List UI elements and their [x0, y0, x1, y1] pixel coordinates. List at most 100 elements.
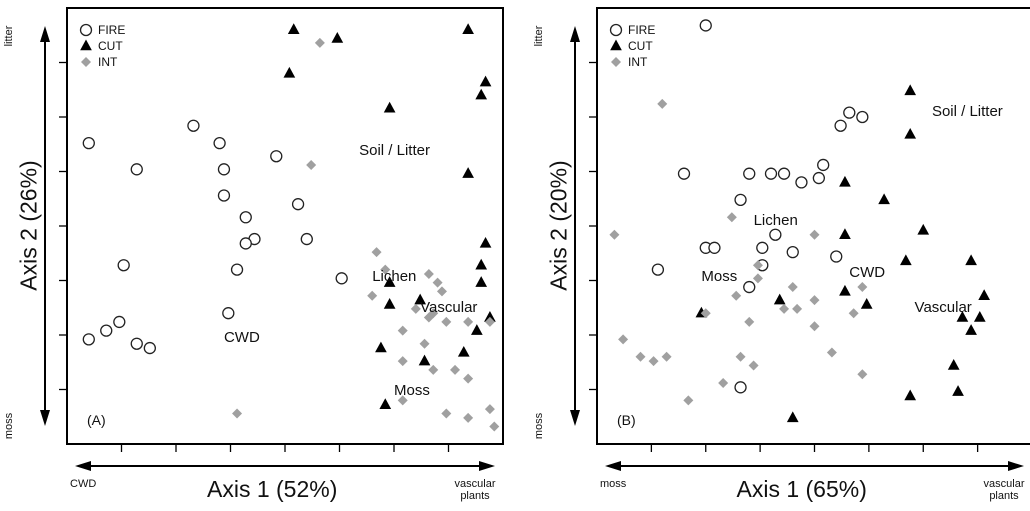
point-cut-4: [839, 228, 851, 239]
point-fire-8: [187, 119, 200, 132]
panel-label: (A): [87, 412, 106, 428]
point-int-6: [432, 277, 443, 288]
point-int-4: [367, 290, 378, 301]
legend-symbol: [611, 57, 621, 67]
point-int-10: [397, 325, 408, 336]
point-cut-4: [462, 23, 474, 35]
point-fire-6: [130, 337, 143, 350]
point-int-5: [752, 273, 763, 284]
legend-symbol: [81, 57, 91, 67]
point-int-8: [779, 303, 790, 314]
point-int-23: [857, 369, 868, 380]
point-cut-19: [379, 398, 392, 409]
point-cut-17: [904, 389, 917, 401]
point-fire-0: [82, 137, 95, 150]
x-axis-title: Axis 1 (52%): [207, 476, 338, 502]
point-int-3: [809, 229, 820, 240]
point-cut-15: [965, 324, 977, 335]
annotation-cwd: CWD: [223, 329, 260, 347]
point-cut-6: [479, 75, 492, 87]
point-int-19: [463, 373, 474, 384]
point-cut-9: [860, 297, 873, 309]
point-int-16: [635, 351, 646, 362]
point-int-6: [787, 282, 798, 293]
point-fire-15: [230, 263, 244, 276]
point-int-13: [463, 316, 474, 327]
point-int-20: [735, 351, 746, 362]
point-cut-18: [952, 385, 964, 396]
point-int-23: [484, 404, 495, 415]
point-fire-14: [239, 237, 252, 250]
point-cut-15: [470, 324, 483, 335]
point-fire-14: [708, 241, 721, 254]
point-fire-19: [830, 250, 843, 263]
legend-symbol: [80, 39, 92, 51]
legend-marker-int: [81, 57, 91, 67]
x-arrow-left-head: [75, 461, 91, 471]
point-int-19: [700, 308, 711, 319]
point-cut-12: [978, 289, 990, 300]
point-fire-19: [222, 307, 235, 320]
point-int-7: [436, 286, 447, 297]
point-fire-5: [113, 315, 126, 329]
legend-item-cut: CUT: [609, 38, 655, 54]
legend-symbol: [79, 23, 93, 37]
y-axis-bottom-end-label: moss: [533, 412, 545, 440]
point-cut-5: [917, 223, 930, 235]
point-cut-5: [475, 88, 488, 100]
y-axis-title: Axis 2 (20%): [545, 160, 572, 291]
y-arrow-top-head: [570, 26, 580, 42]
legend-label: FIRE: [628, 23, 656, 37]
x-axis-right-end-label: vascular plants: [983, 478, 1025, 502]
point-int-1: [657, 98, 668, 109]
point-int-12: [744, 316, 755, 327]
point-fire-11: [217, 189, 231, 202]
legend-marker-int: [611, 57, 621, 67]
point-int-0: [314, 37, 325, 48]
point-int-25: [232, 408, 243, 419]
point-fire-4: [100, 324, 113, 337]
legend-marker-fire: [79, 23, 93, 37]
point-fire-16: [270, 150, 283, 163]
y-axis-top-end-label: litter: [533, 25, 545, 47]
point-fire-21: [734, 381, 747, 394]
legend-label: CUT: [98, 39, 123, 53]
point-fire-2: [834, 119, 847, 132]
point-cut-0: [904, 84, 917, 96]
point-int-11: [857, 282, 868, 293]
point-fire-20: [743, 280, 756, 294]
point-cut-6: [900, 254, 912, 266]
point-fire-6: [764, 167, 778, 180]
annotation-soil-litter: Soil / Litter: [931, 102, 1003, 120]
point-int-16: [397, 356, 408, 367]
annotation-soil-litter: Soil / Litter: [359, 141, 430, 159]
plot-frame: [596, 7, 1030, 445]
point-fire-2: [117, 259, 130, 272]
x-axis-right-end-label: vascular plants: [454, 478, 496, 502]
point-int-17: [648, 356, 659, 367]
point-cut-14: [484, 311, 496, 322]
point-int-18: [661, 351, 672, 362]
point-int-13: [809, 321, 820, 332]
annotation-lichen: Lichen: [372, 268, 417, 286]
point-cut-14: [973, 311, 986, 322]
legend-marker-cut: [610, 39, 622, 51]
point-fire-12: [769, 228, 782, 241]
legend-marker-fire: [609, 23, 623, 37]
point-int-22: [463, 412, 474, 423]
point-cut-12: [475, 258, 488, 270]
x-axis-title: Axis 1 (65%): [736, 476, 867, 502]
point-fire-10: [817, 158, 830, 172]
point-fire-9: [812, 171, 825, 185]
point-int-2: [726, 212, 737, 223]
x-axis-left-end-label: moss: [600, 478, 627, 490]
legend-label: FIRE: [98, 23, 126, 37]
point-int-5: [423, 268, 434, 279]
point-fire-10: [217, 163, 231, 176]
y-arrow-bottom-head: [570, 410, 580, 426]
point-int-15: [618, 334, 629, 345]
x-arrow-right-head: [479, 461, 495, 471]
point-int-7: [731, 290, 742, 301]
point-cut-1: [283, 66, 296, 78]
